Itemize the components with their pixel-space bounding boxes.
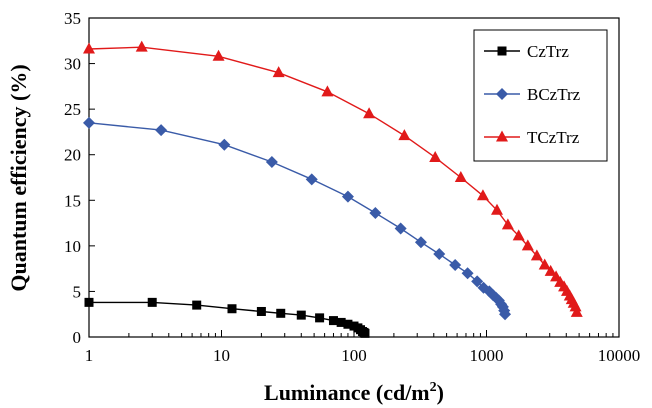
data-point bbox=[218, 138, 231, 151]
x-tick-label: 1000 bbox=[470, 346, 504, 365]
x-tick-label: 100 bbox=[341, 346, 367, 365]
legend-label: TCzTrz bbox=[527, 128, 580, 147]
data-point bbox=[272, 66, 285, 78]
x-axis-title: Luminance (cd/m2) bbox=[264, 380, 444, 405]
legend-marker bbox=[496, 130, 508, 142]
data-point bbox=[429, 150, 442, 162]
y-tick-label: 30 bbox=[64, 55, 81, 74]
data-point bbox=[135, 40, 148, 52]
data-point bbox=[147, 297, 157, 307]
data-point bbox=[454, 171, 467, 182]
data-point bbox=[433, 248, 446, 261]
data-point bbox=[449, 258, 462, 271]
x-tick-label: 10000 bbox=[598, 346, 641, 365]
legend-item-cztrz: CzTrz bbox=[484, 42, 569, 61]
x-tick-label: 10 bbox=[213, 346, 230, 365]
data-point bbox=[499, 308, 512, 321]
data-point bbox=[315, 313, 325, 323]
x-tick-label: 1 bbox=[85, 346, 94, 365]
data-point bbox=[212, 49, 225, 61]
series-bcztrz bbox=[83, 116, 512, 321]
y-tick-label: 35 bbox=[64, 9, 81, 28]
data-point bbox=[321, 85, 334, 97]
legend-item-tcztrz: TCzTrz bbox=[484, 128, 580, 147]
series-line bbox=[88, 122, 506, 315]
data-point bbox=[394, 222, 407, 235]
data-point bbox=[530, 249, 543, 261]
legend-box bbox=[473, 29, 608, 162]
data-point bbox=[305, 173, 318, 186]
data-point bbox=[369, 207, 382, 220]
data-point bbox=[538, 258, 551, 270]
data-point bbox=[84, 297, 94, 307]
data-point bbox=[227, 304, 237, 314]
data-point bbox=[341, 190, 354, 203]
y-tick-label: 20 bbox=[64, 146, 81, 165]
series-cztrz bbox=[84, 297, 370, 338]
legend-label: CzTrz bbox=[527, 42, 569, 61]
data-point bbox=[343, 319, 353, 329]
y-tick-label: 15 bbox=[64, 191, 81, 210]
data-point bbox=[512, 229, 525, 241]
data-point bbox=[296, 310, 306, 320]
data-point bbox=[83, 116, 95, 129]
data-point bbox=[155, 124, 168, 137]
data-point bbox=[461, 267, 474, 280]
legend-label: BCzTrz bbox=[527, 85, 581, 104]
data-point bbox=[476, 189, 489, 201]
data-point bbox=[276, 308, 286, 318]
y-tick-label: 5 bbox=[73, 282, 82, 301]
data-point bbox=[363, 107, 376, 119]
data-point bbox=[570, 305, 583, 317]
data-point bbox=[336, 317, 346, 327]
data-point bbox=[265, 156, 278, 169]
data-point bbox=[192, 300, 202, 310]
y-tick-label: 25 bbox=[64, 100, 81, 119]
data-point bbox=[360, 328, 370, 338]
data-point bbox=[414, 236, 427, 249]
data-point bbox=[521, 239, 534, 251]
legend-item-bcztrz: BCzTrz bbox=[484, 85, 581, 104]
data-point bbox=[328, 316, 338, 326]
data-point bbox=[569, 300, 582, 312]
data-point bbox=[490, 203, 503, 215]
data-point bbox=[471, 275, 484, 288]
data-point bbox=[544, 264, 557, 276]
legend-marker bbox=[496, 88, 508, 100]
data-point bbox=[398, 129, 411, 141]
series-tcztrz bbox=[83, 40, 583, 317]
legend-marker bbox=[497, 46, 507, 56]
data-point bbox=[83, 42, 95, 54]
y-tick-label: 0 bbox=[73, 328, 82, 347]
data-point bbox=[256, 306, 266, 316]
y-axis-title: Quantum efficiency (%) bbox=[6, 64, 31, 291]
y-tick-label: 10 bbox=[64, 237, 81, 256]
data-point bbox=[501, 218, 514, 230]
legend: CzTrz BCzTrz TCzTrz bbox=[473, 29, 608, 162]
